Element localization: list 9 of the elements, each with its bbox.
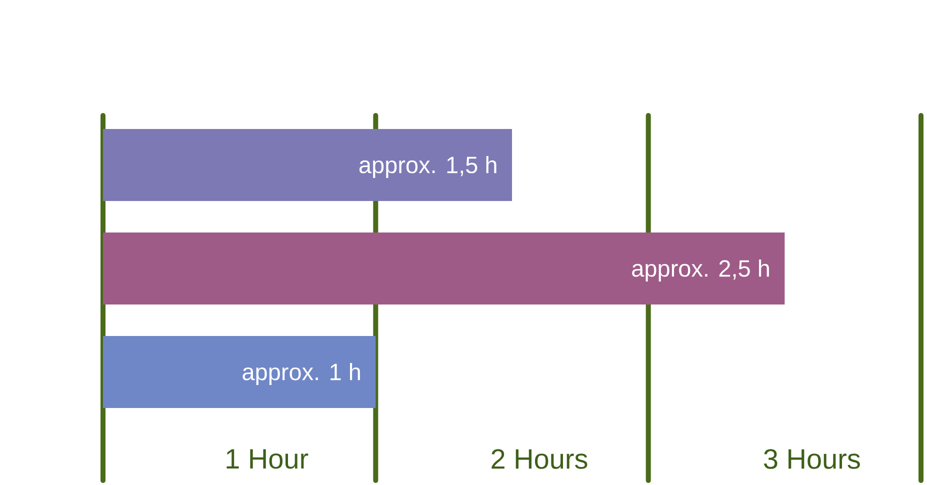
x-tick-label: 2 Hours (492, 449, 588, 469)
bar (103, 232, 785, 305)
data-label: approx. 1,5 h (359, 156, 496, 178)
data-label: approx. 1 h (242, 363, 360, 385)
x-tick-label: 3 Hours (764, 449, 860, 469)
x-tick-label: 1 Hour (226, 449, 308, 469)
data-label: approx. 2,5 h (632, 260, 769, 282)
bar (103, 129, 512, 201)
bar (103, 336, 376, 408)
